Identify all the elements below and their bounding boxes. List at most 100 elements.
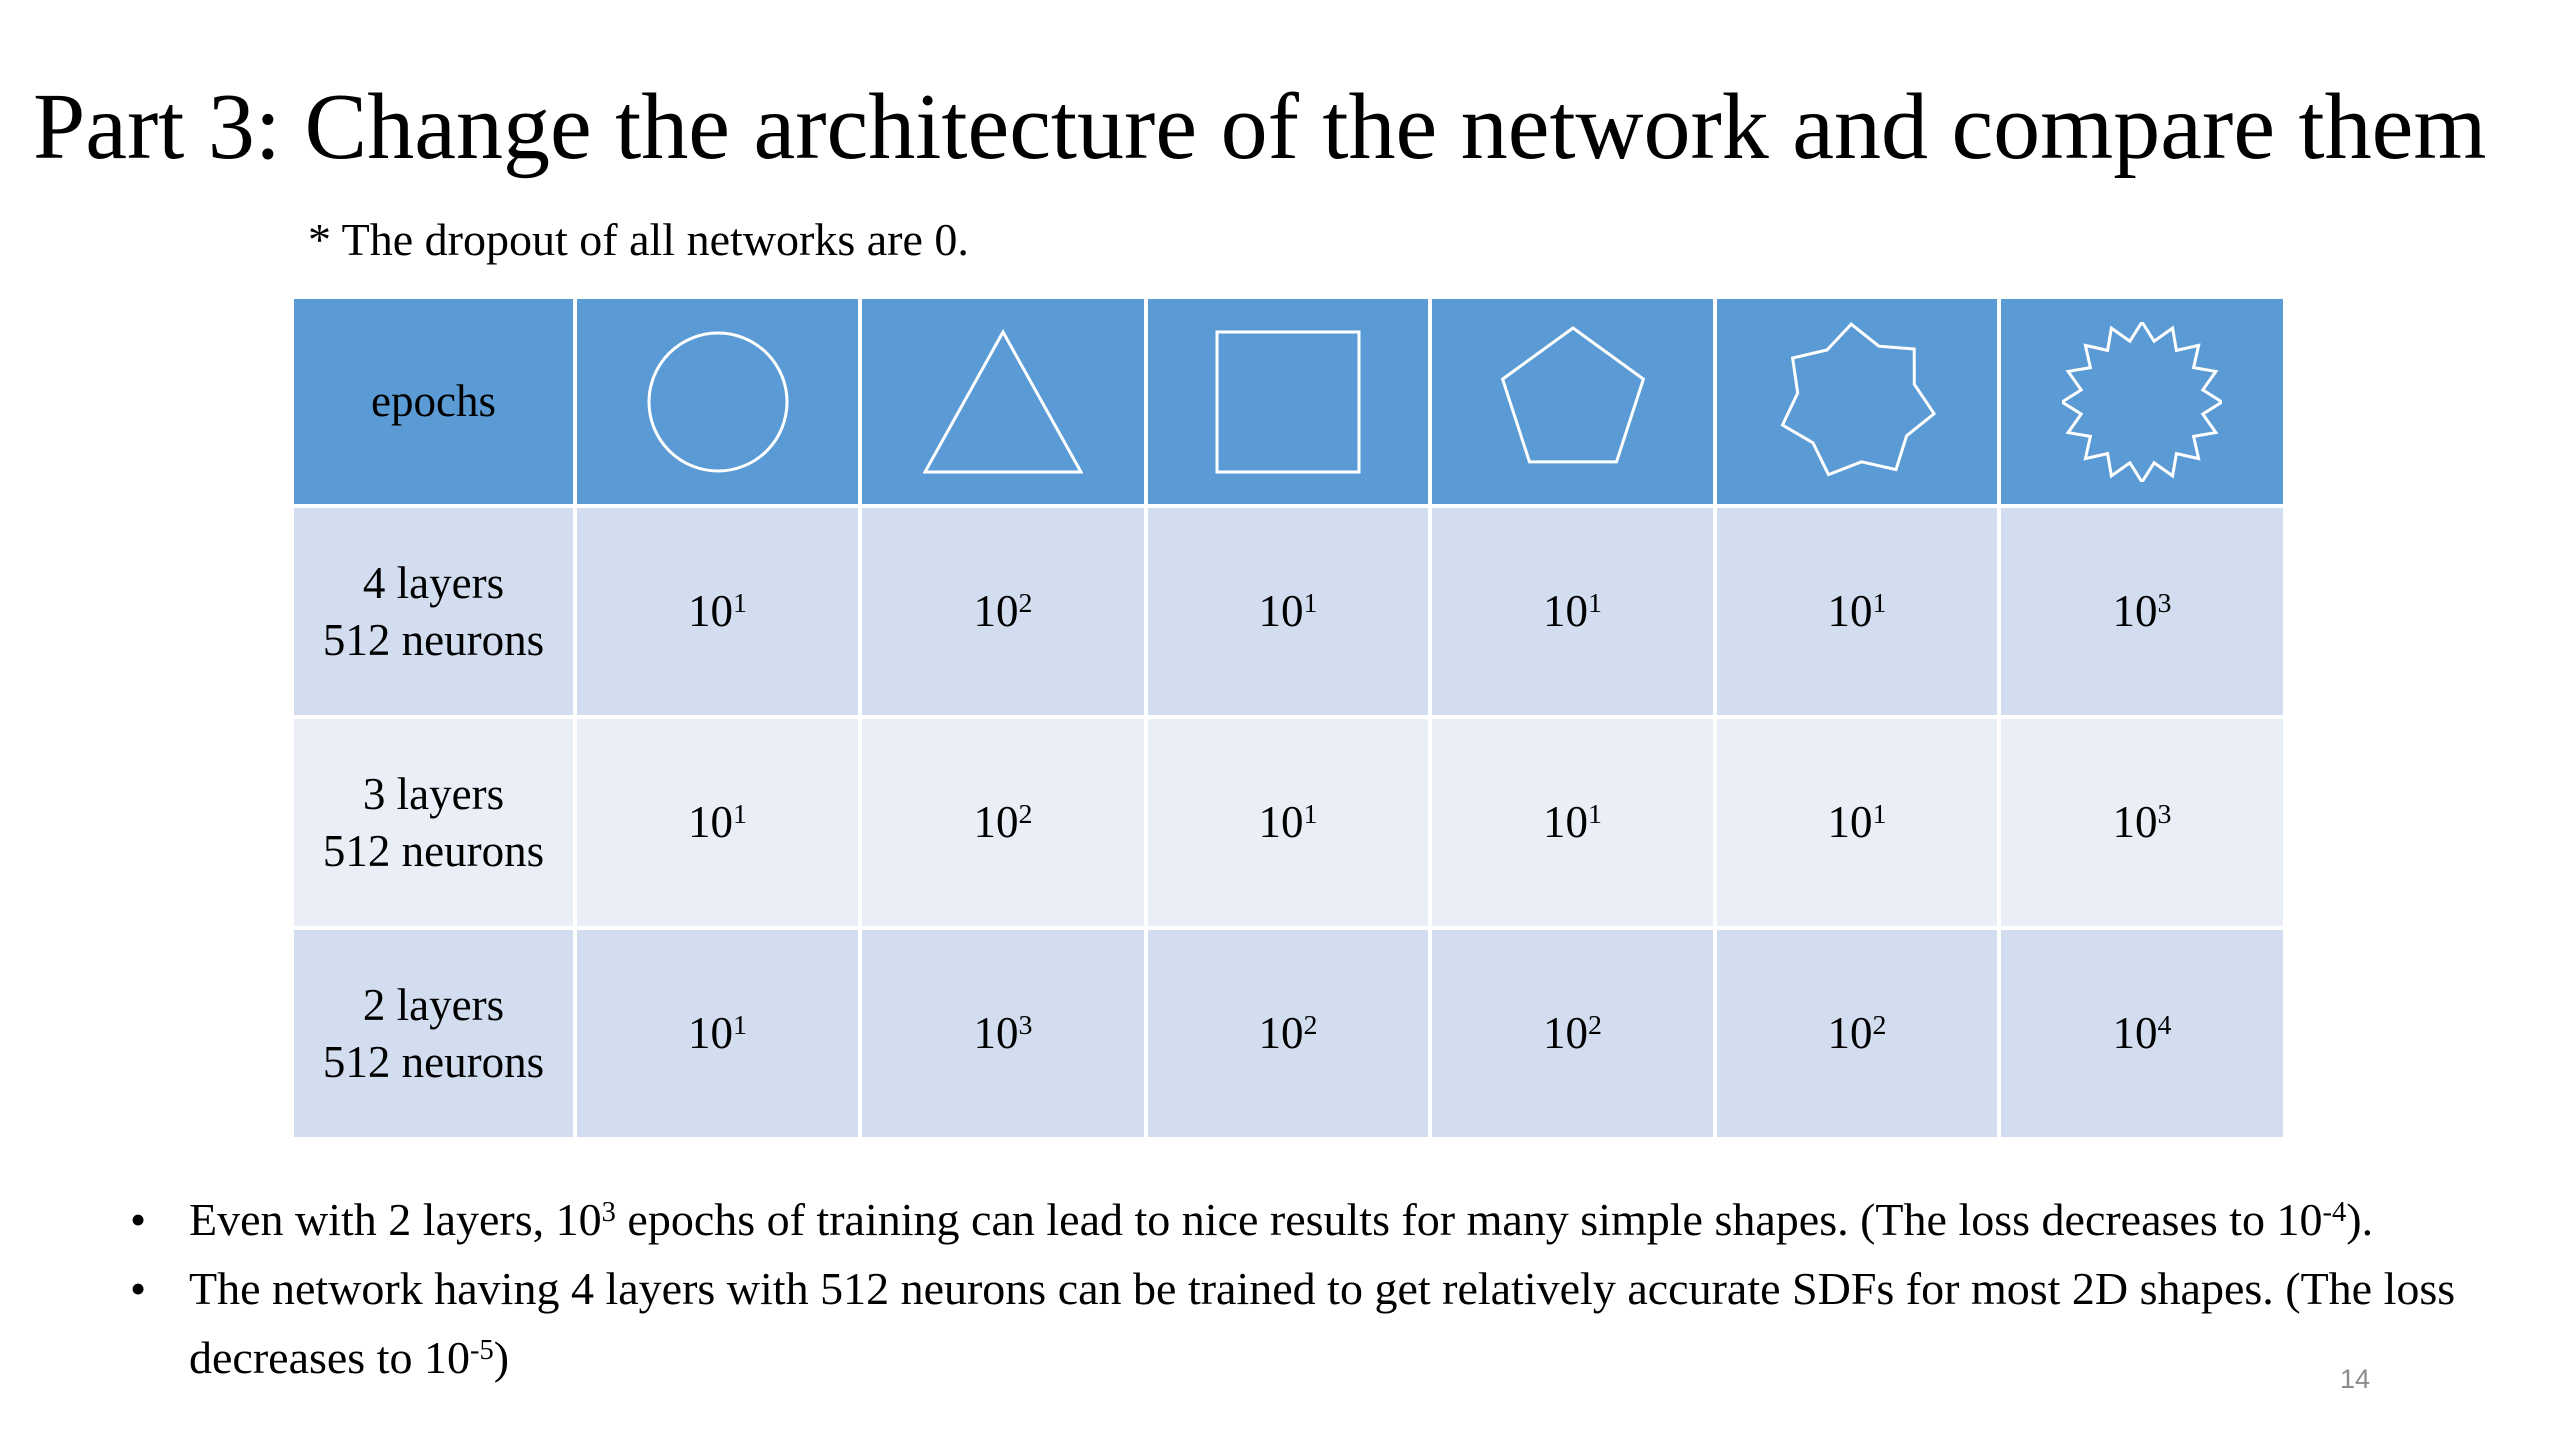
epoch-exponent: 1 xyxy=(1588,588,1602,620)
epoch-exponent: 1 xyxy=(1303,588,1318,620)
shape-icon xyxy=(647,331,788,472)
row-label-line: 512 neurons xyxy=(322,825,545,876)
shape-icon xyxy=(1500,325,1645,463)
epoch-exponent: 1 xyxy=(1872,799,1887,831)
bullet-list: Even with 2 layers, 103 epochs of traini… xyxy=(120,1185,2500,1392)
epoch-base: 10 xyxy=(2112,797,2158,848)
table-row: 3 layers 512 neurons 101 102 101 101 101 103 xyxy=(290,715,2287,930)
bullet-text: The network having 4 layers with 512 neu… xyxy=(189,1263,2456,1383)
epoch-exponent: 2 xyxy=(1872,1010,1887,1042)
epoch-cell: 103 xyxy=(1997,504,2287,719)
header-shape-cell xyxy=(1144,295,1432,508)
star7-icon xyxy=(1780,321,1937,476)
epoch-cell: 104 xyxy=(1997,926,2287,1141)
table-row: 4 layers 512 neurons 101 102 101 101 101 103 xyxy=(290,504,2287,719)
row-label-line: 512 neurons xyxy=(322,614,545,665)
epoch-cell: 101 xyxy=(1144,504,1432,719)
header-cell: epochs xyxy=(290,295,577,508)
epoch-exponent: 4 xyxy=(2157,1010,2172,1042)
epoch-base: 10 xyxy=(688,797,734,848)
results-table: epochs 4 layers 512 neurons 101 102 101 101 101… xyxy=(290,295,2287,1141)
shape-icon xyxy=(1215,330,1361,473)
epoch-exponent: 2 xyxy=(1018,588,1033,620)
epoch-base: 10 xyxy=(1827,586,1873,637)
bullet-text: epochs of training can lead to nice resu… xyxy=(615,1194,2323,1245)
slide-title: Part 3: Change the architecture of the n… xyxy=(33,75,2487,179)
pentagon-icon xyxy=(1500,325,1645,463)
epoch-base: 10 xyxy=(1258,797,1304,848)
header-shape-cell xyxy=(1428,295,1717,508)
bullet-text: ) xyxy=(493,1332,510,1383)
square-icon xyxy=(1215,330,1361,473)
header-shape-cell xyxy=(1713,295,2001,508)
epoch-base: 10 xyxy=(688,586,734,637)
epoch-base: 10 xyxy=(1827,797,1873,848)
epoch-cell: 101 xyxy=(1428,504,1717,719)
epoch-cell: 101 xyxy=(1428,715,1717,930)
epoch-exponent: 1 xyxy=(733,1010,747,1042)
epoch-base: 10 xyxy=(1827,1008,1873,1059)
epoch-cell: 101 xyxy=(1144,715,1432,930)
epoch-cell: 103 xyxy=(858,926,1148,1141)
row-label-line: 3 layers xyxy=(362,769,505,820)
bullet-text: Even with 2 layers, 10 xyxy=(189,1194,602,1245)
header-row: epochs xyxy=(290,295,2287,508)
epoch-cell: 102 xyxy=(1428,926,1717,1141)
star16-icon xyxy=(2062,321,2222,482)
epoch-exponent: 1 xyxy=(733,799,747,831)
epoch-exponent: 1 xyxy=(733,588,747,620)
epoch-base: 10 xyxy=(2112,586,2158,637)
triangle-icon xyxy=(923,328,1083,473)
epoch-exponent: 2 xyxy=(1303,1010,1318,1042)
bullet-item: Even with 2 layers, 103 epochs of traini… xyxy=(120,1185,2500,1254)
row-label-line: 512 neurons xyxy=(322,1036,545,1087)
epoch-cell: 103 xyxy=(1997,715,2287,930)
epoch-cell: 102 xyxy=(1713,926,2001,1141)
epoch-exponent: 1 xyxy=(1588,799,1602,831)
epoch-cell: 101 xyxy=(1713,715,2001,930)
table-row: 2 layers 512 neurons 101 103 102 102 102 104 xyxy=(290,926,2287,1141)
epoch-exponent: 3 xyxy=(2157,799,2172,831)
epoch-cell: 101 xyxy=(1713,504,2001,719)
epoch-cell: 102 xyxy=(858,504,1148,719)
epoch-exponent: 3 xyxy=(2157,588,2172,620)
epoch-exponent: 3 xyxy=(1018,1010,1033,1042)
superscript: -5 xyxy=(470,1334,494,1366)
header-shape-cell xyxy=(858,295,1148,508)
epoch-base: 10 xyxy=(973,586,1019,637)
epoch-exponent: 2 xyxy=(1588,1010,1602,1042)
epoch-cell: 102 xyxy=(858,715,1148,930)
header-shape-cell xyxy=(1997,295,2287,508)
epoch-exponent: 1 xyxy=(1872,588,1887,620)
epoch-base: 10 xyxy=(1543,586,1589,637)
shape-icon xyxy=(1780,321,1937,476)
epoch-cell: 101 xyxy=(573,926,862,1141)
bullet-item: The network having 4 layers with 512 neu… xyxy=(120,1254,2500,1392)
epoch-base: 10 xyxy=(973,797,1019,848)
epoch-base: 10 xyxy=(1258,586,1304,637)
epoch-base: 10 xyxy=(2112,1008,2158,1059)
note: * The dropout of all networks are 0. xyxy=(308,214,969,265)
shape-icon xyxy=(2062,321,2222,482)
row-label: 3 layers 512 neurons xyxy=(290,715,577,930)
epoch-base: 10 xyxy=(688,1008,734,1059)
page-number: 14 xyxy=(2340,1364,2371,1394)
row-label: 4 layers 512 neurons xyxy=(290,504,577,719)
header-shape-cell xyxy=(573,295,862,508)
epoch-cell: 102 xyxy=(1144,926,1432,1141)
row-label-line: 2 layers xyxy=(362,980,505,1031)
circle-icon xyxy=(647,331,788,472)
superscript: 3 xyxy=(601,1196,616,1228)
epoch-base: 10 xyxy=(1543,797,1589,848)
epoch-exponent: 2 xyxy=(1018,799,1033,831)
epoch-cell: 101 xyxy=(573,715,862,930)
epoch-base: 10 xyxy=(1258,1008,1304,1059)
row-label-line: 4 layers xyxy=(362,558,505,609)
shape-icon xyxy=(923,328,1083,473)
superscript: -4 xyxy=(2322,1196,2347,1228)
epoch-exponent: 1 xyxy=(1303,799,1318,831)
epoch-base: 10 xyxy=(1543,1008,1589,1059)
epoch-cell: 101 xyxy=(573,504,862,719)
row-label: 2 layers 512 neurons xyxy=(290,926,577,1141)
